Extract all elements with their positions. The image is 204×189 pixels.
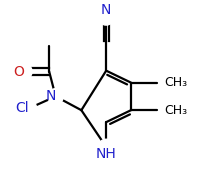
Text: N: N xyxy=(101,3,111,17)
Circle shape xyxy=(17,64,32,79)
Circle shape xyxy=(98,10,113,25)
Text: NH: NH xyxy=(95,147,116,161)
Text: Cl: Cl xyxy=(15,101,29,115)
Text: CH₃: CH₃ xyxy=(163,76,186,89)
Text: O: O xyxy=(13,65,24,79)
Text: N: N xyxy=(45,89,55,103)
Circle shape xyxy=(98,139,113,155)
Text: CH₃: CH₃ xyxy=(163,104,186,117)
Circle shape xyxy=(48,89,63,104)
Circle shape xyxy=(21,101,37,116)
